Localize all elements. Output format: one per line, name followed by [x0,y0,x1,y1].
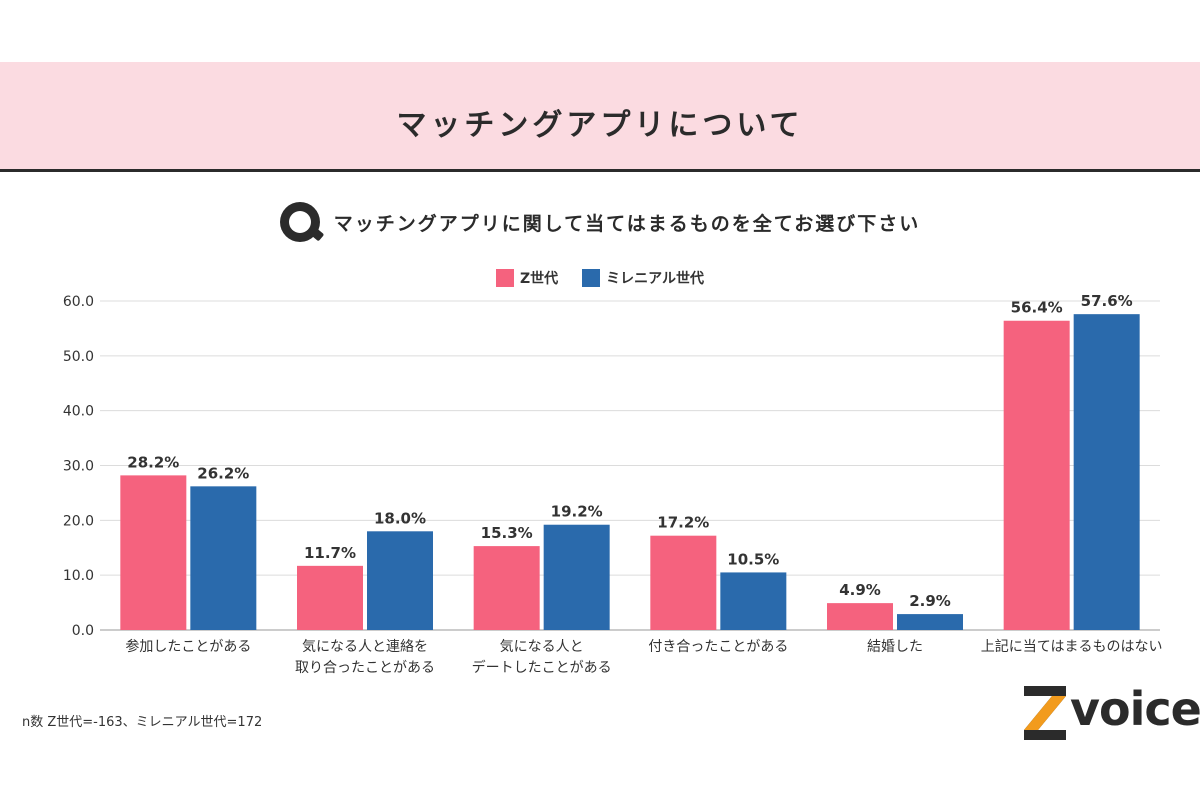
legend-swatch-z [495,269,514,287]
x-tick-label: 参加したことがある [125,638,251,655]
x-tick-label: 結婚した [867,639,923,655]
bar [1073,314,1140,630]
data-label: 26.2% [197,464,249,482]
header-band [0,62,1200,172]
bar [367,531,433,630]
bar [827,603,893,630]
question-row: マッチングアプリに関して当てはまるものを全てお選び下さい [0,202,1200,242]
x-tick-label: 取り合ったことがある [295,660,435,676]
bar [473,546,540,630]
data-label: 19.2% [551,503,603,521]
y-tick-label: 10.0 [63,568,94,584]
y-tick-label: 60.0 [63,294,94,310]
x-tick-label: 気になる人と [500,639,584,655]
data-label: 10.5% [727,550,779,568]
legend-label-z: Z世代 [519,271,559,287]
bar [190,486,257,630]
logo-text: voice [1070,682,1200,736]
bar [543,524,610,630]
bar [120,475,187,630]
x-tick-label: デートしたことがある [472,659,612,676]
y-tick-label: 0.0 [72,623,94,639]
data-label: 11.7% [304,544,356,562]
q-icon [279,202,320,242]
y-tick-label: 30.0 [63,459,94,475]
logo-z-mark [1024,686,1066,740]
data-label: 4.9% [839,581,881,599]
data-label: 28.2% [127,453,179,471]
data-label: 17.2% [657,514,709,532]
bar [1003,320,1070,630]
x-tick-label: 気になる人と連絡を [302,639,428,655]
page-title: マッチングアプリについて [396,108,804,143]
y-tick-label: 50.0 [63,349,94,365]
data-label: 18.0% [374,509,426,527]
legend: Z世代 ミレニアル世代 [0,268,1200,288]
data-label: 2.9% [909,592,951,610]
y-tick-label: 20.0 [63,513,94,529]
x-tick-label: 付き合ったことがある [648,639,788,655]
data-label: 15.3% [481,524,533,542]
bar [720,572,787,630]
legend-item-z: Z世代 [495,268,559,288]
data-label: 56.4% [1011,299,1063,317]
y-tick-label: 40.0 [63,404,94,420]
x-tick-label: 上記に当てはまるものはない [981,638,1163,655]
footnote: n数 Z世代=-163、ミレニアル世代=172 [22,715,263,730]
bar [297,565,363,630]
legend-swatch-millennial [582,269,601,287]
bar [897,614,963,630]
legend-label-millennial: ミレニアル世代 [606,271,705,287]
data-label: 57.6% [1081,292,1133,310]
bar [650,535,717,630]
legend-item-millennial: ミレニアル世代 [582,268,704,288]
question-text: マッチングアプリに関して当てはまるものを全てお選び下さい [333,212,921,235]
zvoice-logo: voice [1022,682,1200,742]
